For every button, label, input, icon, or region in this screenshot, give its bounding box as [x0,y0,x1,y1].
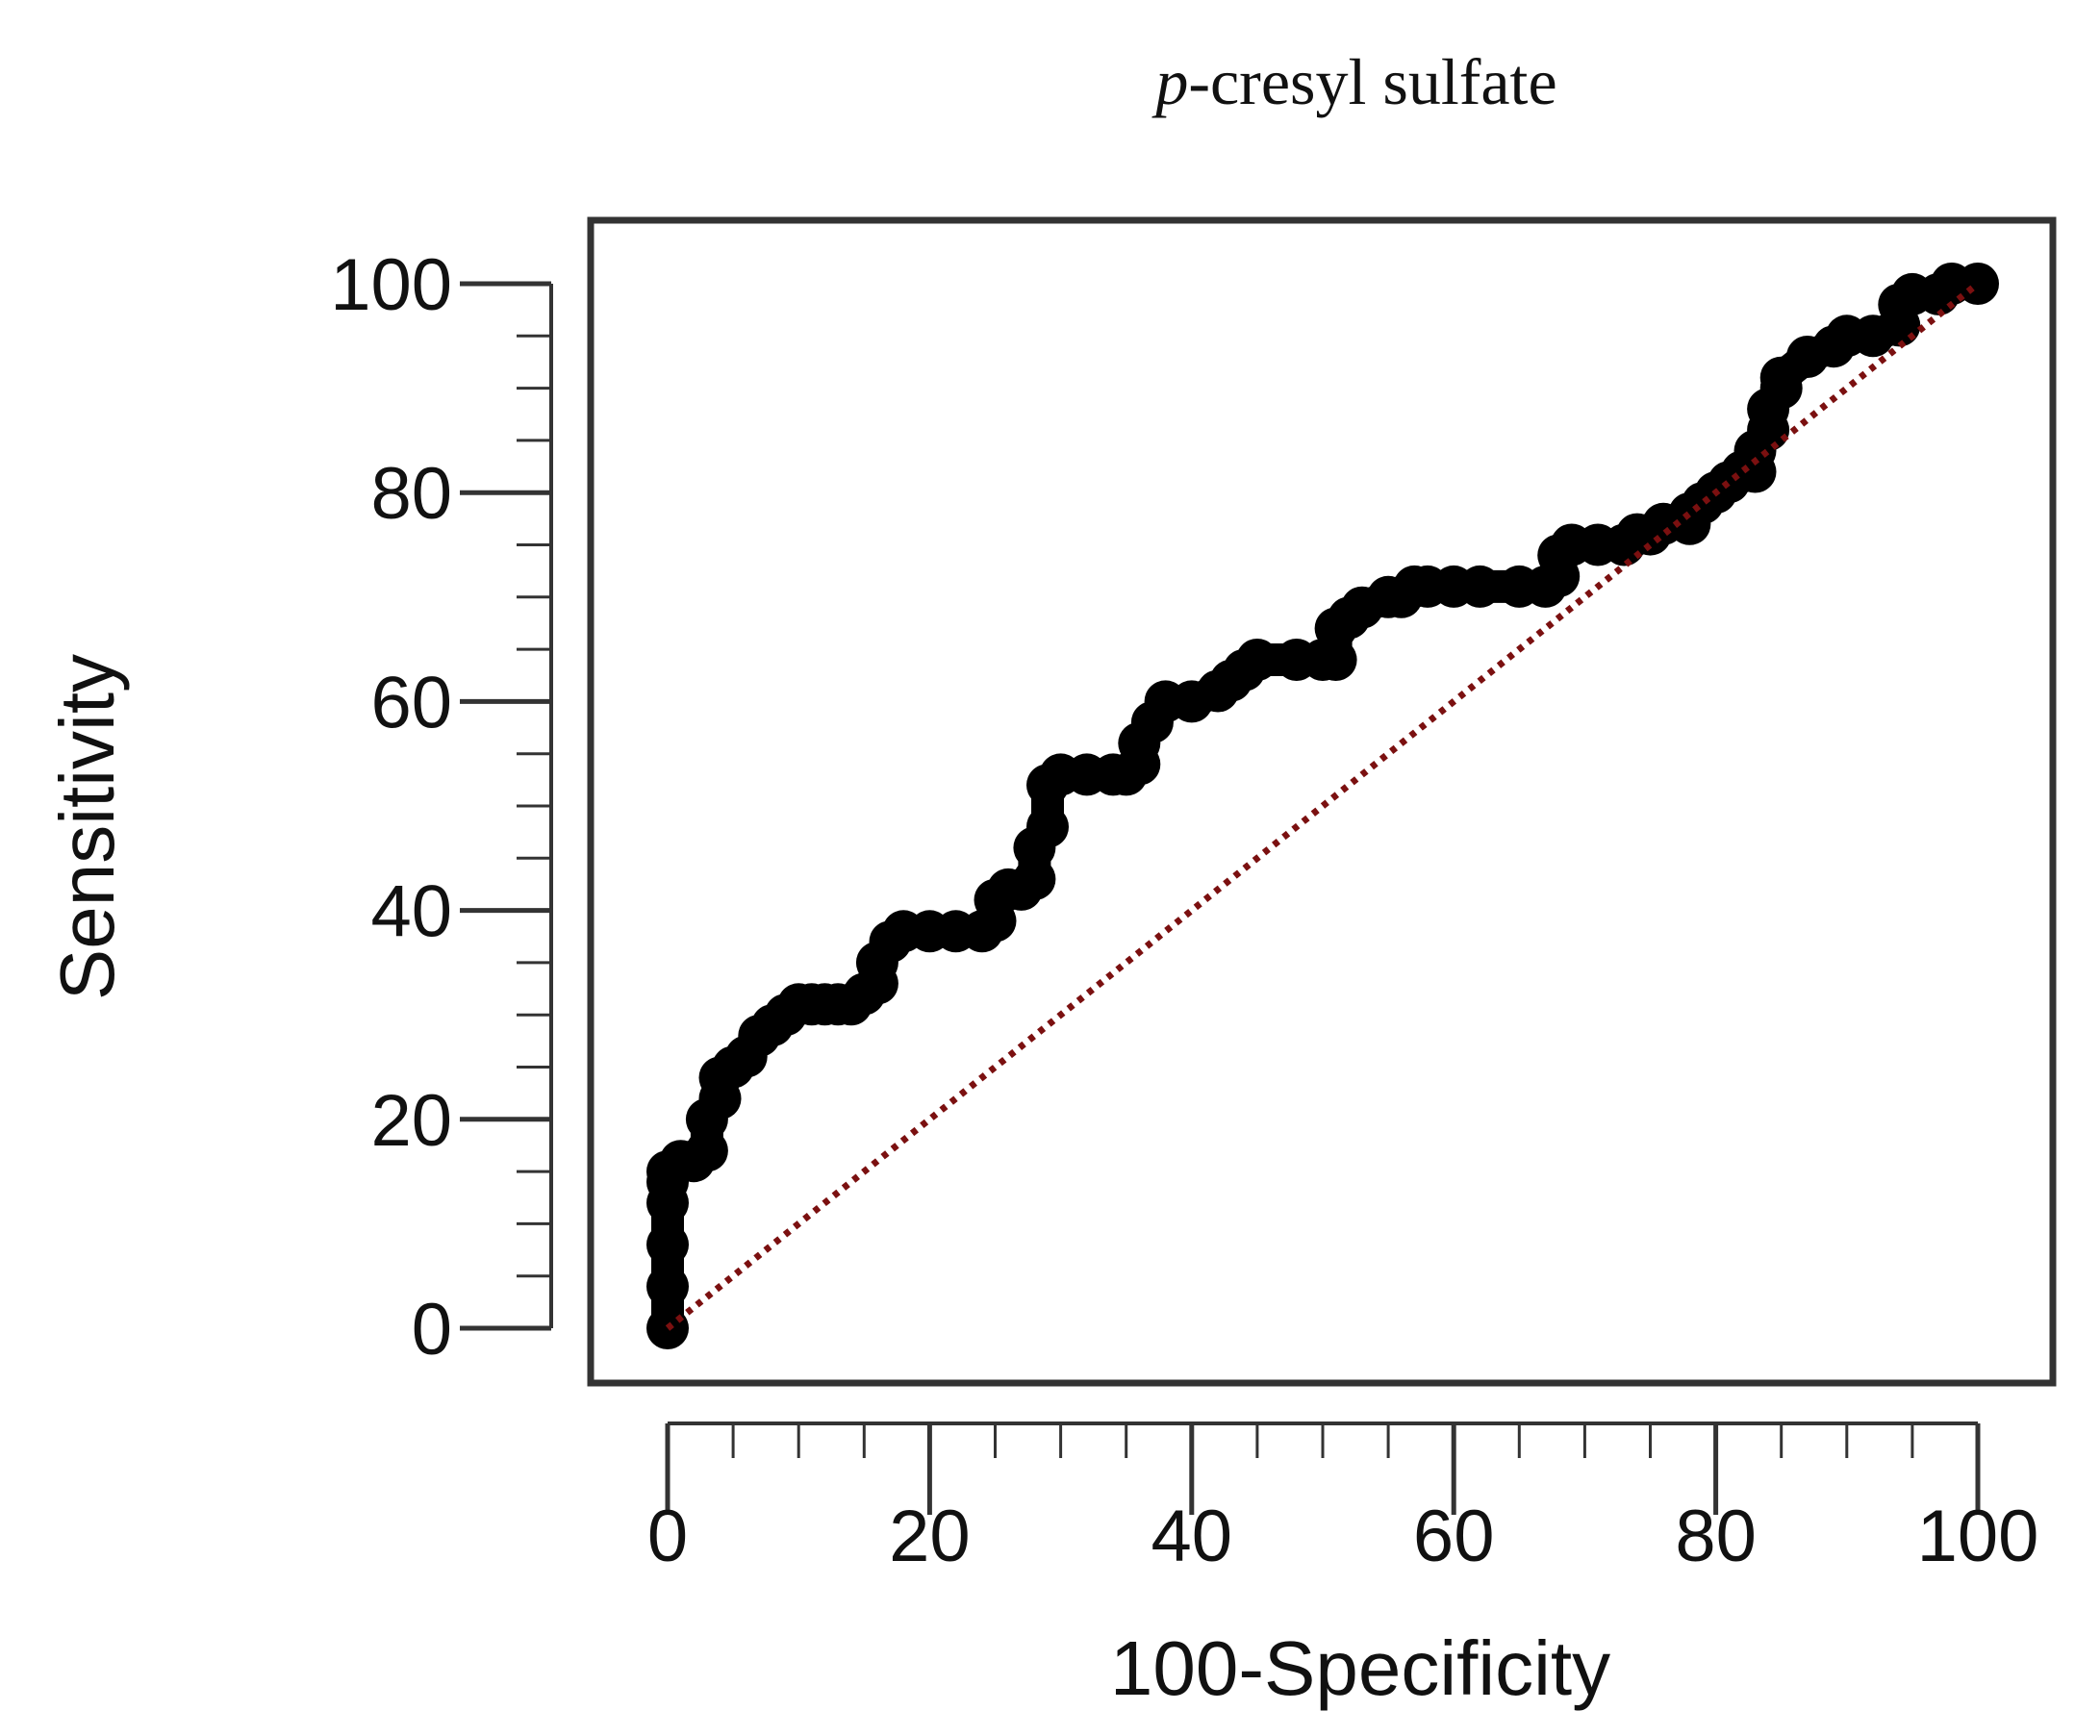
series-layer [646,263,1999,1349]
x-tick-label: 40 [1151,1496,1233,1577]
x-tick-label: 60 [1413,1496,1495,1577]
y-tick-label: 80 [370,453,452,535]
y-axis: 0 20 40 60 80 100 [330,244,553,1371]
roc-curve-point [1235,639,1278,681]
roc-curve-point [646,1223,689,1267]
y-tick-label: 20 [370,1080,452,1162]
roc-curve-point [1458,565,1502,608]
chart-title-italic: p [1151,45,1188,118]
x-axis: 0 20 40 60 80 100 [647,1422,2039,1577]
x-tick-label: 80 [1675,1496,1757,1577]
x-tick-label: 100 [1917,1496,2039,1577]
roc-curve-point [646,1265,689,1308]
y-tick-label: 40 [370,871,452,953]
plot-frame [587,216,2057,1387]
roc-curve-point [685,1129,728,1172]
y-axis-label: Sensitivity [44,654,130,1000]
reference-diagonal-line [665,281,1981,1331]
roc-curve-point [1314,639,1357,681]
chart-title-rest: -cresyl sulfate [1188,45,1556,118]
x-tick-label: 20 [889,1496,971,1577]
x-axis-label: 100-Specificity [1110,1625,1610,1711]
roc-curve-point [1013,858,1056,900]
chart-title: p-cresyl sulfate [1151,45,1556,118]
y-tick-label: 0 [412,1289,452,1371]
roc-curve-point [1026,805,1069,848]
y-tick-label: 100 [330,244,452,326]
roc-curve-point [1957,263,1999,305]
x-tick-label: 0 [647,1496,688,1577]
y-tick-label: 60 [370,662,452,743]
